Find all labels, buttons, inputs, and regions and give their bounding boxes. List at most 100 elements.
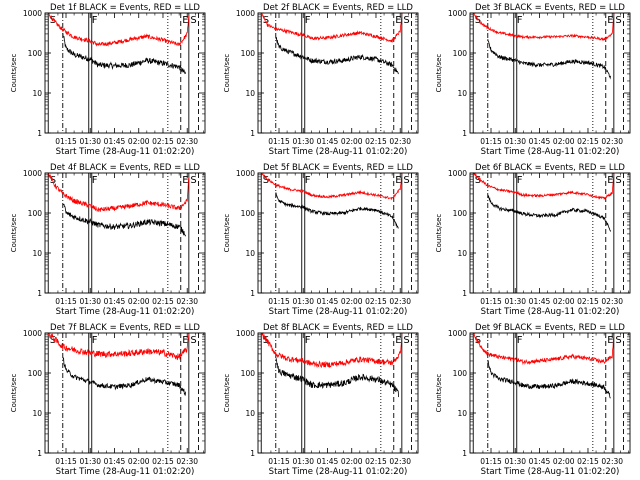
x-tick-label: 01:30 [504,297,526,306]
chart-title: Det 3f BLACK = Events, RED = LLD [475,3,625,13]
x-tick-label: 02:00 [128,297,150,306]
x-tick-label: 01:45 [104,457,126,466]
x-tick-label: 01:30 [79,457,101,466]
x-tick-label: 02:15 [577,297,599,306]
plot-frame [469,332,631,454]
x-tick-label: 01:45 [529,137,551,146]
x-tick-label: 02:30 [389,297,411,306]
x-tick-label: 02:15 [365,137,387,146]
x-tick-label: 01:15 [268,137,290,146]
x-tick-label: 01:30 [79,137,101,146]
plot-frame [257,332,419,454]
chart-title: Det 8f BLACK = Events, RED = LLD [263,323,413,333]
y-tick-label: 1 [37,129,42,138]
y-axis-label: Counts/sec [10,374,18,413]
x-tick-label: 01:15 [268,297,290,306]
y-tick-label: 10 [32,89,42,98]
x-tick-label: 01:30 [292,457,314,466]
y-tick-label: 10 [32,249,42,258]
chart-panel-7: Det 7f BLACK = Events, RED = LLD Counts/s… [10,323,206,477]
series-line-events [275,357,400,398]
chart-panel-3: Det 3f BLACK = Events, RED = LLD Counts/s… [435,3,631,157]
x-tick-label: 02:30 [389,137,411,146]
plot-frame [44,172,206,294]
event-marker-label: E [182,335,188,346]
y-tick-label: 1000 [23,9,42,18]
event-marker-label: S [403,335,409,346]
y-axis-label: Counts/sec [10,54,18,93]
x-tick-label: 02:30 [176,137,198,146]
x-tick-label: 01:15 [55,297,77,306]
x-axis-label: Start Time (28-Aug-11 01:02:20) [56,147,195,157]
x-tick-label: 02:00 [341,137,363,146]
x-tick-label: 01:30 [79,297,101,306]
series-line-events [275,36,399,75]
y-tick-label: 10 [457,249,467,258]
y-tick-label: 100 [241,369,256,378]
chart-panel-1: Det 1f BLACK = Events, RED = LLD Counts/s… [10,3,206,157]
y-axis-label: Counts/sec [223,374,231,413]
x-tick-label: 02:00 [341,297,363,306]
chart-title: Det 1f BLACK = Events, RED = LLD [50,3,200,13]
x-tick-label: 02:15 [152,457,174,466]
y-tick-label: 1 [462,289,467,298]
plot-frame [469,12,631,134]
y-tick-label: 100 [453,369,468,378]
plot-frame [44,12,206,134]
x-tick-label: 02:00 [553,297,575,306]
event-marker-label: E [395,175,401,186]
x-axis-label: Start Time (28-Aug-11 01:02:20) [56,307,195,317]
x-tick-label: 02:15 [152,137,174,146]
chart-title: Det 9f BLACK = Events, RED = LLD [475,323,625,333]
x-tick-label: 01:30 [292,297,314,306]
event-marker-label: F [305,335,311,346]
x-tick-label: 01:15 [55,457,77,466]
series-line-lld [472,332,615,366]
x-axis-label: Start Time (28-Aug-11 01:02:20) [269,147,408,157]
x-tick-label: 01:45 [317,137,339,146]
chart-title: Det 4f BLACK = Events, RED = LLD [50,163,200,173]
series-line-events [275,192,399,229]
y-tick-label: 1000 [23,329,42,338]
y-tick-label: 100 [28,369,43,378]
y-tick-label: 100 [453,209,468,218]
y-tick-label: 100 [241,209,256,218]
x-tick-label: 02:15 [365,297,387,306]
x-tick-label: 02:15 [152,297,174,306]
series-line-events [487,194,611,232]
series-line-lld [48,12,190,47]
x-tick-label: 02:15 [577,137,599,146]
series-line-lld [47,332,190,361]
series-line-lld [473,12,615,42]
event-marker-label: S [403,175,409,186]
x-axis-label: Start Time (28-Aug-11 01:02:20) [269,467,408,477]
event-marker-label: F [92,335,98,346]
chart-panel-8: Det 8f BLACK = Events, RED = LLD Counts/s… [223,323,419,477]
x-axis-label: Start Time (28-Aug-11 01:02:20) [56,467,195,477]
series-line-lld [260,172,403,201]
chart-panel-5: Det 5f BLACK = Events, RED = LLD Counts/s… [223,163,419,317]
plot-frame [257,12,419,134]
event-marker-label: S [475,15,481,26]
y-axis-label: Counts/sec [435,374,443,413]
series-line-lld [48,172,190,213]
chart-title: Det 5f BLACK = Events, RED = LLD [263,163,413,173]
y-tick-label: 100 [28,49,43,58]
x-tick-label: 01:45 [317,297,339,306]
y-tick-label: 10 [245,249,255,258]
event-marker-label: F [305,175,311,186]
x-tick-label: 01:30 [504,457,526,466]
y-tick-label: 1 [37,449,42,458]
chart-title: Det 7f BLACK = Events, RED = LLD [50,323,200,333]
y-tick-label: 1 [250,449,255,458]
event-marker-label: F [92,175,98,186]
series-line-events [62,357,187,396]
x-tick-label: 01:15 [55,137,77,146]
chart-panel-4: Det 4f BLACK = Events, RED = LLD Counts/s… [10,163,206,317]
chart-panel-9: Det 9f BLACK = Events, RED = LLD Counts/s… [435,323,631,477]
x-axis-label: Start Time (28-Aug-11 01:02:20) [269,307,408,317]
x-axis-label: Start Time (28-Aug-11 01:02:20) [481,467,620,477]
y-tick-label: 1 [250,129,255,138]
x-tick-label: 02:00 [341,457,363,466]
plot-frame [44,332,206,454]
